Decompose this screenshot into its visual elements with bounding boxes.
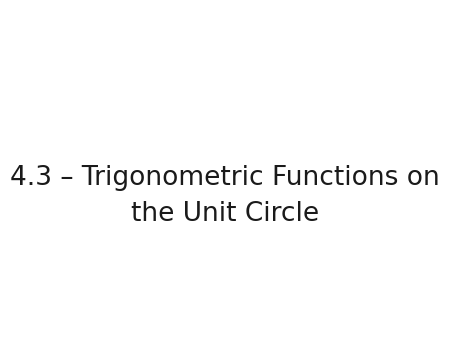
Text: 4.3 – Trigonometric Functions on
the Unit Circle: 4.3 – Trigonometric Functions on the Uni… xyxy=(10,165,440,227)
